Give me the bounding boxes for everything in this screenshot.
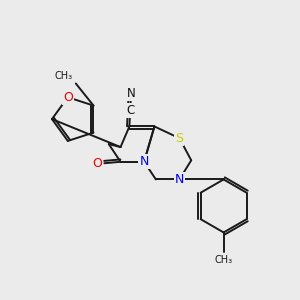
- Text: O: O: [63, 91, 73, 104]
- Text: CH₃: CH₃: [214, 254, 233, 265]
- Text: N: N: [175, 173, 184, 186]
- Text: CH₃: CH₃: [55, 70, 73, 81]
- Text: N: N: [127, 87, 135, 100]
- Text: S: S: [176, 132, 183, 145]
- Text: C: C: [126, 104, 134, 117]
- Text: O: O: [92, 157, 102, 170]
- Text: N: N: [140, 155, 149, 168]
